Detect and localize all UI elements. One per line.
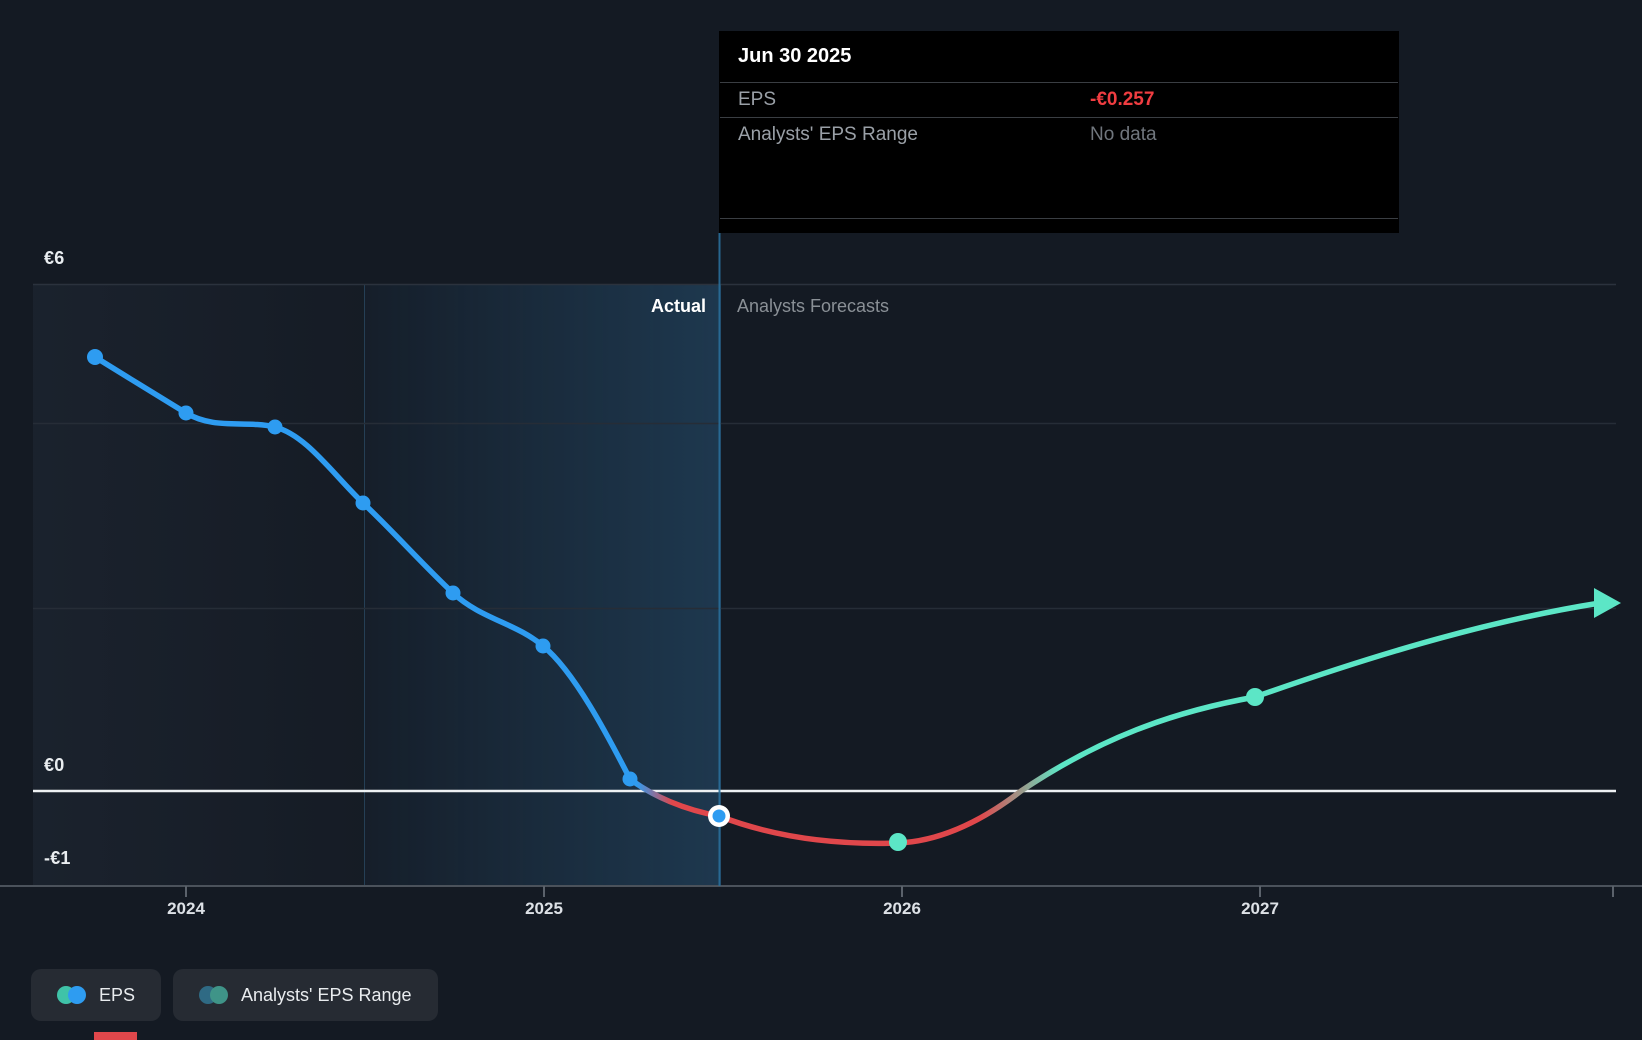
tooltip-divider [720, 218, 1398, 219]
eps-point-2025-q1[interactable] [622, 771, 638, 787]
legend-item-eps[interactable]: EPS [31, 969, 162, 1021]
eps-point-2023-q3[interactable] [87, 349, 103, 365]
y-label-0: €0 [44, 755, 65, 775]
forecast-arrowhead-icon [1594, 588, 1621, 618]
tooltip-date: Jun 30 2025 [738, 45, 852, 67]
selected-point-dot[interactable] [712, 809, 726, 823]
tooltip-divider [720, 82, 1398, 83]
tooltip-row-range: Analysts' EPS Range No data [719, 118, 1399, 152]
eps-point-2024-q3[interactable] [445, 585, 461, 601]
eps-range-series-icon [199, 986, 228, 1004]
legend-label-eps: EPS [99, 984, 136, 1005]
eps-series-icon [57, 986, 86, 1004]
y-label-neg1: -€1 [44, 848, 71, 868]
eps-actual-line [92, 354, 722, 819]
eps-point-2024-q2[interactable] [355, 495, 371, 511]
forecast-point-2027[interactable] [1246, 688, 1264, 706]
y-label-6: €6 [44, 248, 65, 268]
actual-history-background [33, 284, 364, 886]
actual-phase-label: Actual [650, 296, 706, 316]
blue-dot-icon [68, 986, 86, 1004]
eps-forecast-line [716, 600, 1603, 847]
legend-label-eps-range: Analysts' EPS Range [241, 984, 412, 1005]
x-label-2027: 2027 [1241, 899, 1279, 918]
eps-point-2024-q4[interactable] [535, 638, 551, 654]
data-tooltip: Jun 30 2025 EPS -€0.257 Analysts' EPS Ra… [719, 31, 1399, 233]
tooltip-bottom-padding [719, 219, 1399, 233]
forecast-point-2026[interactable] [889, 833, 907, 851]
bottom-edge-red-bar [94, 1032, 137, 1040]
tooltip-row-eps: EPS -€0.257 [719, 83, 1399, 117]
tooltip-divider [720, 117, 1398, 118]
eps-point-2023-q4[interactable] [178, 405, 194, 421]
tooltip-eps-label: EPS [738, 89, 777, 110]
legend-item-eps-range[interactable]: Analysts' EPS Range [173, 969, 438, 1021]
last-twelve-months-band [364, 284, 721, 886]
x-label-2026: 2026 [883, 899, 921, 918]
x-label-2024: 2024 [167, 899, 205, 918]
muted-teal-dot-icon [210, 986, 228, 1004]
tooltip-eps-value: -€0.257 [1090, 89, 1155, 110]
tooltip-range-label: Analysts' EPS Range [738, 124, 918, 145]
x-label-2025: 2025 [525, 899, 563, 918]
forecast-phase-label: Analysts Forecasts [737, 296, 890, 316]
tooltip-range-value: No data [1090, 124, 1157, 145]
eps-point-2024-q1[interactable] [267, 419, 283, 435]
tooltip-spacer [719, 152, 1399, 218]
